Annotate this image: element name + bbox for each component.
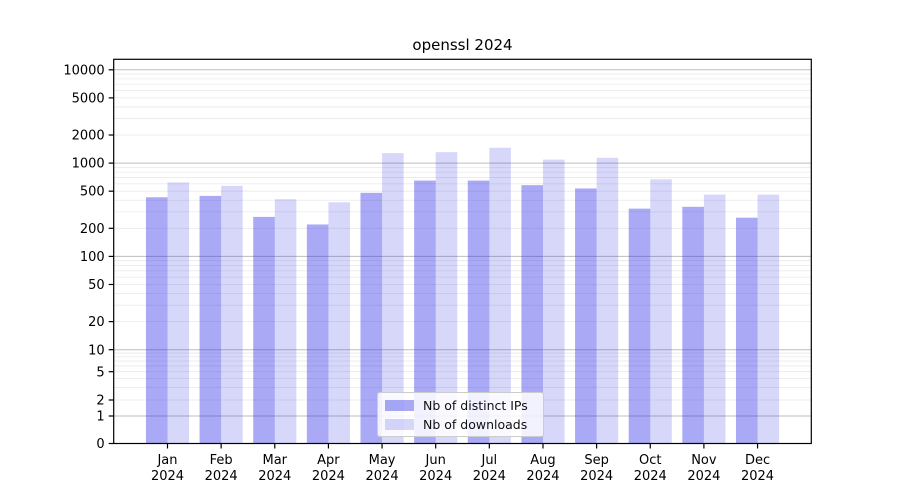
bar-downloads-Jun (435, 152, 458, 444)
y-tick-label: 2000 (72, 129, 105, 144)
x-tick-label-month: Nov (691, 453, 717, 468)
x-tick-label-month: Mar (263, 453, 288, 468)
bar-downloads-May (382, 153, 404, 444)
axes-frame (113, 58, 812, 445)
x-tick-label-year: 2024 (580, 469, 613, 484)
bar-ips-Aug (521, 185, 543, 444)
y-tick-label: 100 (80, 250, 105, 265)
legend: Nb of distinct IPs Nb of downloads (377, 392, 544, 437)
y-tick-label: 200 (80, 222, 105, 237)
x-tick-label-year: 2024 (366, 469, 399, 484)
x-tick-label-month: Dec (745, 453, 770, 468)
legend-swatch-distinct-ips (385, 399, 414, 411)
bar-ips-Feb (199, 195, 222, 444)
legend-label-downloads: Nb of downloads (423, 416, 528, 432)
bar-ips-Jul (467, 180, 490, 444)
bar-ips-Oct (628, 208, 651, 444)
y-tick-label: 10000 (63, 63, 104, 78)
bar-ips-Dec (735, 217, 758, 444)
x-tick-label-year: 2024 (419, 469, 452, 484)
bar-downloads-Feb (221, 185, 243, 444)
bar-ips-May (360, 192, 383, 444)
y-tick-label: 1000 (72, 157, 105, 172)
x-tick-label-year: 2024 (473, 469, 506, 484)
bar-ips-Apr (306, 224, 329, 444)
y-tick-label: 20 (88, 315, 105, 330)
bar-downloads-Oct (650, 179, 672, 444)
legend-label-distinct-ips: Nb of distinct IPs (423, 397, 528, 413)
x-tick-label-month: Jun (425, 453, 446, 468)
bar-downloads-Nov (703, 194, 726, 444)
x-tick-label-month: Feb (210, 453, 233, 468)
chart-title: openssl 2024 (412, 36, 513, 54)
bar-ips-Jun (414, 180, 436, 444)
bar-downloads-Apr (328, 202, 350, 444)
bar-downloads-Jan (167, 182, 190, 444)
y-tick-label: 0 (96, 437, 104, 452)
bar-downloads-Aug (542, 159, 565, 444)
y-tick-label: 50 (88, 278, 105, 293)
x-tick-label-year: 2024 (687, 469, 720, 484)
x-tick-label-month: Jul (480, 453, 497, 468)
x-tick-label-year: 2024 (526, 469, 559, 484)
x-tick-label-month: May (369, 453, 396, 468)
y-tick-label: 5000 (72, 91, 105, 106)
x-tick-label-year: 2024 (634, 469, 667, 484)
x-tick-label-month: Sep (584, 453, 609, 468)
legend-item-distinct-ips: Nb of distinct IPs (385, 398, 535, 413)
x-tick-label-month: Aug (530, 453, 555, 468)
x-tick-label-month: Jan (156, 453, 177, 468)
y-tick-label: 2 (96, 394, 104, 409)
y-tick-label: 500 (80, 185, 105, 200)
x-tick-label-month: Oct (639, 453, 661, 468)
bar-downloads-Sep (596, 157, 619, 444)
x-tick-label-year: 2024 (151, 469, 184, 484)
legend-item-downloads: Nb of downloads (385, 417, 535, 432)
bar-downloads-Jul (489, 147, 511, 444)
y-tick-label: 5 (96, 365, 104, 380)
bar-ips-Nov (682, 206, 704, 444)
bar-ips-Sep (575, 188, 597, 444)
y-tick-label: 10 (88, 343, 105, 358)
x-tick-label-year: 2024 (741, 469, 774, 484)
bar-ips-Mar (253, 216, 275, 444)
x-tick-label-year: 2024 (312, 469, 345, 484)
y-tick-label: 1 (96, 410, 104, 425)
x-tick-label-month: Apr (317, 453, 340, 468)
legend-swatch-downloads (385, 418, 414, 430)
bar-downloads-Mar (274, 199, 297, 444)
x-tick-label-year: 2024 (205, 469, 238, 484)
bar-ips-Jan (145, 197, 168, 444)
x-tick-label-year: 2024 (258, 469, 291, 484)
bar-downloads-Dec (757, 194, 780, 444)
